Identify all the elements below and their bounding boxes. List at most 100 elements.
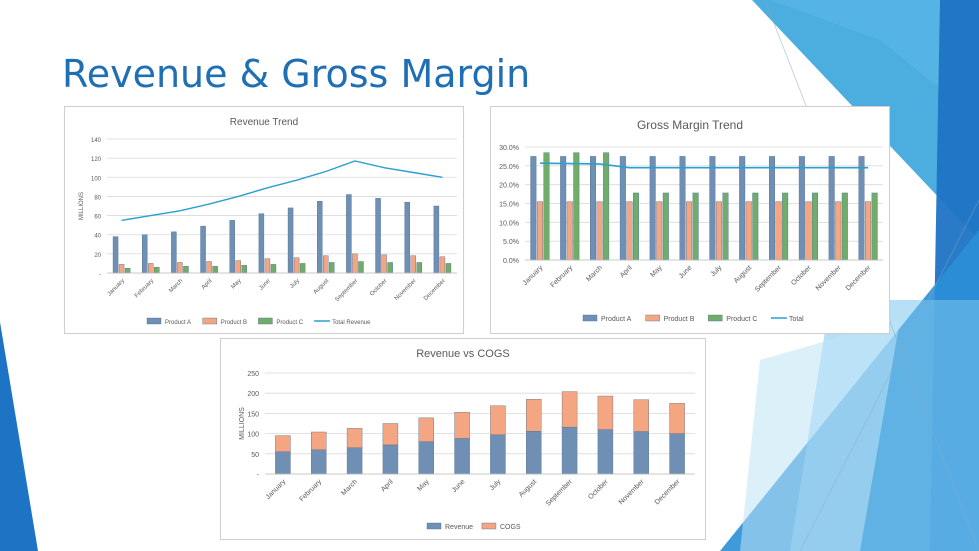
bar-product-b xyxy=(118,264,125,274)
bar-revenue xyxy=(454,438,470,475)
x-tick-label: July xyxy=(489,478,503,492)
bar-cogs xyxy=(597,395,614,430)
bar-product-c xyxy=(154,267,160,274)
bar-product-b xyxy=(206,261,212,274)
bar-product-b xyxy=(745,201,752,261)
decor-shape-left xyxy=(0,322,38,551)
bar-product-b xyxy=(323,255,329,274)
x-tick-label: June xyxy=(678,264,694,280)
x-tick-label: August xyxy=(518,478,538,498)
legend-label-cogs: COGS xyxy=(500,524,521,531)
bar-product-c xyxy=(299,263,306,274)
bar-product-a xyxy=(346,194,352,274)
legend-label-product-a: Product A xyxy=(165,320,191,326)
y-tick-label: 100 xyxy=(247,432,259,439)
bar-revenue xyxy=(418,441,434,475)
y-tick-label: 40 xyxy=(94,234,101,240)
bar-product-b xyxy=(293,257,300,274)
bar-product-a xyxy=(619,156,626,261)
bar-product-b xyxy=(381,254,387,274)
bar-product-a xyxy=(375,198,381,274)
bar-product-a xyxy=(171,231,177,274)
chart-title: Revenue vs COGS xyxy=(416,348,510,360)
bar-cogs xyxy=(382,423,399,446)
bar-cogs xyxy=(526,399,542,432)
bar-product-c xyxy=(124,268,131,274)
x-tick-label: September xyxy=(334,278,359,303)
bar-cogs xyxy=(669,403,685,434)
bar-product-a xyxy=(530,156,537,261)
x-tick-label: November xyxy=(815,264,843,292)
bar-product-c xyxy=(416,262,422,274)
bar-product-a xyxy=(828,156,835,261)
x-tick-label: October xyxy=(587,478,610,501)
legend-swatch-product-a xyxy=(146,317,162,325)
bar-product-c xyxy=(841,192,848,261)
bar-product-b xyxy=(656,201,663,261)
legend-label-product-b: Product B xyxy=(221,320,247,326)
bar-product-a xyxy=(287,207,294,274)
x-tick-label: June xyxy=(451,478,467,494)
x-tick-label: September xyxy=(754,264,784,294)
bar-product-c xyxy=(358,261,364,274)
legend-swatch-product-b xyxy=(202,317,217,325)
legend-label-product-b: Product B xyxy=(664,316,695,323)
legend-label-product-c: Product C xyxy=(726,316,757,323)
y-axis-label: MILLIONS xyxy=(239,407,246,440)
y-tick-label: 0.0% xyxy=(503,258,519,265)
legend-swatch-product-a xyxy=(582,314,598,322)
chart-panel-revenue-vs-cogs: Revenue vs COGS - 50 100 150 200 250 MILLIONS Ja… xyxy=(220,338,706,540)
x-tick-label: April xyxy=(201,278,214,291)
y-tick-label: 20 xyxy=(94,253,101,259)
x-tick-label: March xyxy=(168,278,184,294)
bar-product-b xyxy=(835,201,842,261)
x-tick-label: November xyxy=(394,278,418,302)
bar-product-b xyxy=(686,201,693,261)
y-tick-label: 15.0% xyxy=(499,202,519,209)
x-tick-label: January xyxy=(265,478,288,501)
x-tick-label: August xyxy=(313,278,331,296)
legend-swatch-revenue xyxy=(426,522,442,530)
legend-swatch-cogs xyxy=(481,522,497,530)
y-axis-label: MILLIONS xyxy=(79,192,85,220)
bar-product-b xyxy=(148,263,154,274)
bar-cogs xyxy=(633,399,649,432)
bar-product-c xyxy=(752,192,759,261)
bar-product-b xyxy=(715,201,722,261)
bar-product-a xyxy=(433,205,440,274)
y-tick-label: 30.0% xyxy=(499,145,519,152)
bar-product-a xyxy=(858,156,865,261)
x-tick-label: December xyxy=(654,478,682,506)
bar-revenue xyxy=(669,433,685,475)
bar-product-c xyxy=(270,264,277,274)
bar-product-c xyxy=(782,192,789,261)
bar-product-c xyxy=(573,152,580,261)
bar-product-c xyxy=(543,152,550,261)
bar-cogs xyxy=(561,391,578,428)
bar-product-a xyxy=(798,156,805,261)
x-tick-label: March xyxy=(585,264,604,283)
y-tick-label: 80 xyxy=(94,195,101,201)
x-tick-label: March xyxy=(340,478,359,497)
bar-product-b xyxy=(865,201,872,261)
bar-revenue xyxy=(526,430,542,475)
chart-panel-revenue-trend: Revenue Trend - 20 40 60 80 100 120 140 MILLIONS J… xyxy=(64,106,464,334)
legend-label-revenue: Revenue xyxy=(445,524,473,531)
bar-product-b xyxy=(410,255,416,274)
y-tick-label: 10.0% xyxy=(499,220,519,227)
bar-product-a xyxy=(709,156,716,261)
revenue-trend-chart: Revenue Trend - 20 40 60 80 100 120 140 MILLIONS J… xyxy=(79,117,457,326)
x-tick-label: August xyxy=(733,264,753,284)
x-tick-label: October xyxy=(790,264,813,287)
bar-revenue xyxy=(561,426,578,475)
x-tick-label: September xyxy=(545,478,575,508)
y-tick-label: 140 xyxy=(91,138,102,144)
bar-revenue xyxy=(633,431,649,475)
bar-product-b xyxy=(264,258,271,274)
chart-title: Revenue Trend xyxy=(230,117,298,128)
bar-product-a xyxy=(317,201,323,274)
bar-product-a xyxy=(200,225,206,274)
legend-label-product-a: Product A xyxy=(601,316,632,323)
y-tick-label: 200 xyxy=(247,391,259,398)
